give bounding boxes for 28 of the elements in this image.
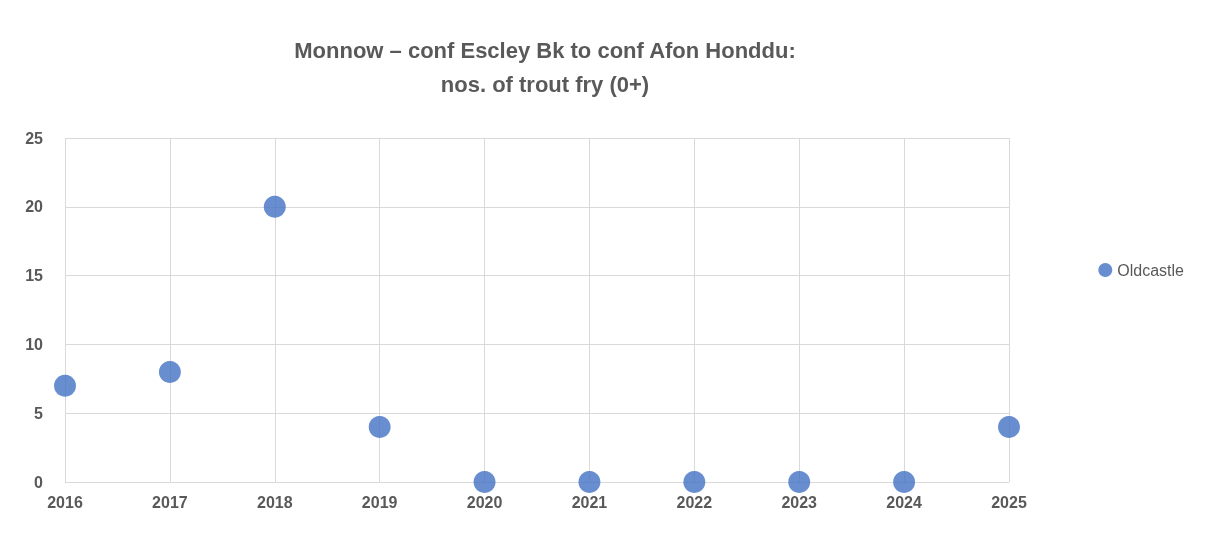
x-tick-label: 2020 [466,493,503,511]
point [263,195,286,218]
x-tick-label: 2017 [152,493,188,511]
point [54,374,76,397]
y-tick-label: 20 [25,198,44,216]
point [998,415,1020,438]
x-tick-label: 2019 [361,493,398,511]
x-tick-label: 2018 [256,493,293,511]
point [683,471,706,493]
point [368,415,391,438]
y-tick-label: 5 [34,404,44,422]
x-tick-label: 2022 [676,493,713,511]
point [578,471,601,493]
point [893,471,916,493]
y-tick-label: 15 [25,267,44,285]
y-tick-label: 10 [25,335,44,353]
x-tick-label: 2021 [571,493,608,511]
point [158,360,181,383]
x-tick-label: 2025 [991,493,1027,511]
x-tick-label: 2016 [47,493,83,511]
x-tick-label: 2024 [886,493,923,511]
chart-title: Monnow – conf Escley Bk to conf Afon Honddu: nos. of trout fry (0+) [294,37,796,97]
y-tick-label: 25 [25,129,44,147]
x-tick-label: 2023 [781,493,818,511]
y-tick-label: 0 [34,473,44,491]
point [788,471,811,493]
legend-label: Oldcastle [1117,261,1185,279]
point [473,471,496,493]
